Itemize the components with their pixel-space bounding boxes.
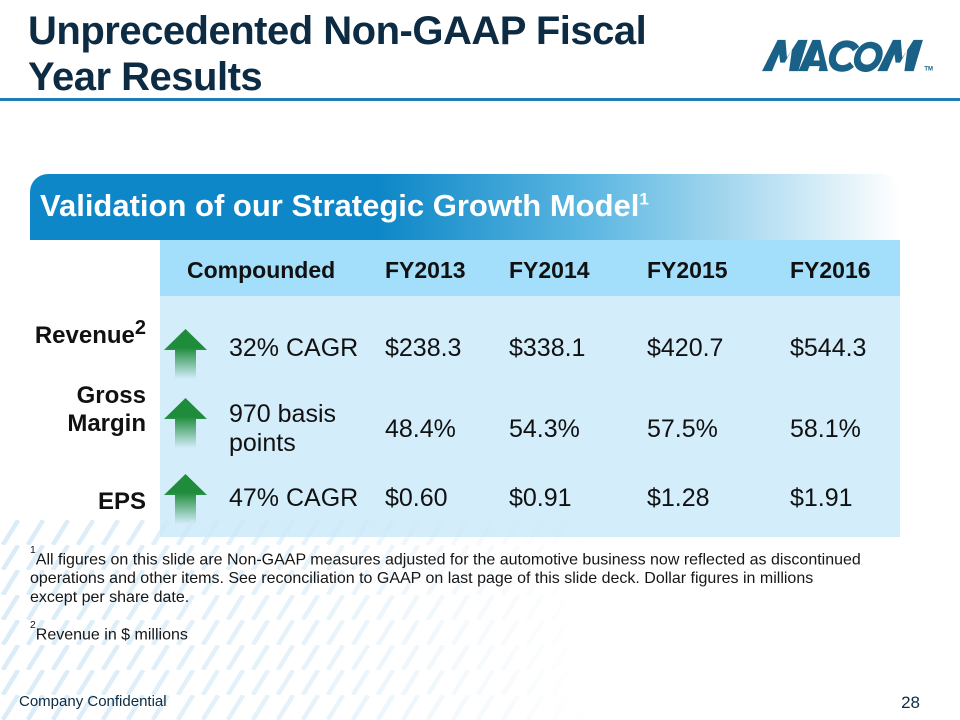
svg-text:TM: TM — [924, 66, 933, 72]
